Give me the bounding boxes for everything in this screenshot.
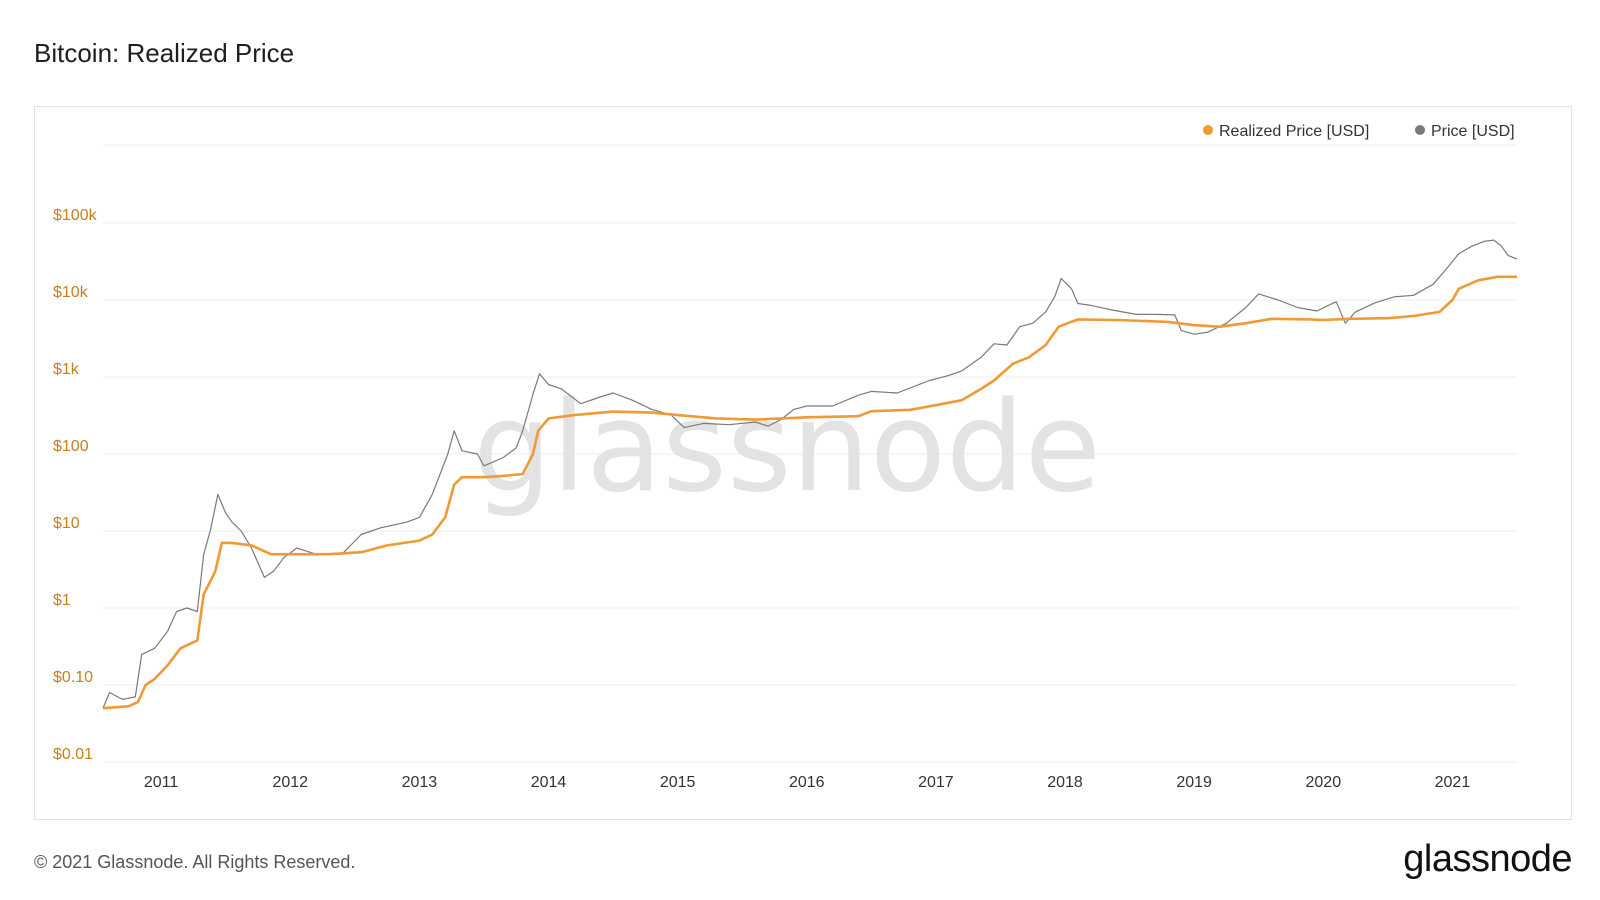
realized-price-line[interactable] [102,275,1517,710]
x-tick-label: 2020 [1306,774,1342,791]
chart-panel: glassnode $0.01 $0.10 $1 $10 $100 $1k $10k $100… [34,106,1572,820]
y-tick-label: $0.01 [53,746,93,763]
x-tick-label: 2019 [1176,774,1212,791]
y-axis-ticks: $0.01 $0.10 $1 $10 $100 $1k $10k $100k [53,207,98,763]
chart-title: Bitcoin: Realized Price [34,38,295,68]
legend-label-price[interactable]: Price [USD] [1431,123,1515,140]
legend-dot-price [1415,125,1425,135]
y-tick-label: $10k [53,284,89,301]
x-tick-label: 2016 [789,774,825,791]
y-tick-label: $100 [53,438,89,455]
series-lines [102,239,1518,710]
x-tick-label: 2014 [531,774,567,791]
x-axis-ticks: 2011 2012 2013 2014 2015 2016 2017 2018 2019 2020… [144,774,1470,791]
y-tick-label: $1k [53,361,80,378]
legend-dot-realized [1203,125,1213,135]
legend[interactable]: Realized Price [USD] Price [USD] [1203,123,1515,140]
watermark: glassnode [473,376,1101,520]
grid-lines [103,144,1517,763]
price-line[interactable] [102,239,1518,709]
y-tick-label: $10 [53,515,80,532]
x-tick-label: 2013 [402,774,438,791]
legend-label-realized[interactable]: Realized Price [USD] [1219,123,1369,140]
x-tick-label: 2015 [660,774,696,791]
x-tick-label: 2012 [272,774,308,791]
x-tick-label: 2011 [144,774,179,791]
x-tick-label: 2021 [1435,774,1471,791]
copyright-footer: © 2021 Glassnode. All Rights Reserved. [34,852,356,872]
y-tick-label: $1 [53,592,71,609]
realized-price-chart[interactable]: glassnode $0.01 $0.10 $1 $10 $100 $1k $10k $100… [35,107,1571,819]
brand-logo[interactable]: glassnode [1403,838,1572,880]
y-tick-label: $0.10 [53,669,93,686]
x-tick-label: 2017 [918,774,954,791]
x-tick-label: 2018 [1047,774,1083,791]
y-tick-label: $100k [53,207,98,224]
